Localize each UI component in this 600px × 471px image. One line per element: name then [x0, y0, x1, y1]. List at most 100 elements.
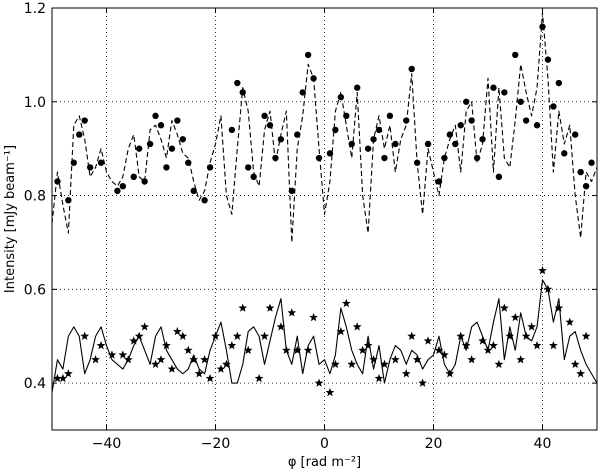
circle-marker — [441, 154, 448, 162]
star-marker — [281, 345, 291, 355]
circle-marker — [370, 136, 377, 143]
circle-marker — [452, 140, 459, 148]
star-marker — [134, 331, 144, 340]
star-marker — [194, 369, 204, 378]
circle-marker — [245, 164, 252, 171]
dashed-line-path — [52, 12, 597, 243]
circle-marker — [550, 103, 557, 110]
circle-marker — [490, 84, 497, 91]
star-marker — [118, 350, 128, 359]
circle-marker — [555, 79, 563, 87]
circle-marker — [408, 65, 415, 73]
star-marker — [260, 331, 269, 340]
circle-marker — [588, 159, 595, 166]
star-marker — [527, 322, 536, 331]
circle-marker — [561, 150, 568, 157]
star-marker — [521, 331, 531, 340]
circle-marker — [130, 173, 137, 180]
circle-marker — [157, 122, 165, 129]
circle-marker — [54, 178, 61, 185]
circle-marker — [206, 164, 214, 171]
x-tick-label: 20 — [425, 436, 443, 452]
circle-marker — [348, 140, 355, 148]
star-marker — [232, 331, 242, 340]
circle-marker — [272, 154, 279, 162]
star-marker — [156, 355, 166, 364]
star-marker — [434, 345, 444, 355]
circle-marker — [277, 136, 285, 143]
series-dashed-line — [52, 12, 597, 243]
x-tick-label: 0 — [320, 436, 329, 452]
circle-marker — [185, 159, 192, 166]
solid-line-path — [52, 279, 597, 393]
circle-marker — [310, 75, 317, 82]
circle-marker — [179, 136, 186, 143]
star-marker — [363, 341, 373, 350]
circle-marker — [424, 140, 432, 148]
circle-marker — [572, 131, 579, 138]
circle-marker — [468, 117, 475, 124]
star-marker — [331, 359, 340, 369]
star-marker — [265, 303, 275, 312]
star-marker — [570, 359, 580, 369]
circle-marker — [294, 131, 301, 138]
circle-marker — [70, 159, 78, 166]
circle-marker — [533, 122, 541, 129]
circle-marker — [114, 187, 121, 195]
series-layer — [52, 12, 597, 397]
series-solid-line — [52, 279, 597, 393]
circle-marker — [201, 197, 208, 204]
circle-marker — [517, 98, 524, 105]
circle-marker — [435, 178, 443, 185]
star-marker — [189, 355, 199, 364]
circle-marker — [228, 126, 236, 134]
star-marker — [483, 345, 493, 355]
star-marker — [374, 373, 384, 383]
circle-marker — [463, 98, 470, 105]
grid-lines — [52, 7, 597, 430]
star-marker — [423, 336, 433, 345]
star-marker — [129, 336, 139, 345]
circle-marker — [76, 131, 83, 138]
circle-marker — [544, 56, 552, 63]
star-marker — [352, 322, 362, 331]
circle-marker — [386, 112, 394, 120]
star-marker — [554, 303, 564, 312]
star-marker — [401, 369, 411, 378]
star-marker — [543, 284, 553, 294]
circle-marker — [522, 117, 530, 124]
circle-marker — [141, 178, 148, 185]
circle-marker — [392, 140, 399, 148]
star-marker — [287, 308, 297, 317]
circle-marker — [97, 159, 105, 166]
circle-marker — [250, 173, 257, 180]
circle-marker — [582, 182, 590, 190]
circle-marker — [152, 112, 159, 120]
circle-marker — [136, 145, 143, 152]
plot-frame — [51, 7, 598, 431]
star-marker — [532, 341, 542, 350]
circle-marker — [174, 117, 181, 124]
star-marker — [292, 345, 302, 355]
circle-marker — [266, 122, 274, 129]
star-marker — [123, 355, 133, 364]
star-marker — [505, 331, 515, 340]
star-marker — [200, 355, 209, 364]
star-marker — [549, 341, 558, 350]
circle-marker — [168, 145, 176, 152]
series-markers-star — [53, 265, 591, 397]
circle-marker — [375, 126, 383, 134]
star-marker — [167, 364, 177, 373]
star-marker — [516, 355, 526, 364]
star-marker — [341, 298, 351, 308]
star-marker — [151, 359, 160, 369]
star-marker — [303, 345, 313, 355]
circle-marker — [239, 89, 246, 96]
circle-marker — [190, 187, 197, 195]
axis-ticks: −40 −20 0 20 40 0.4 0.6 0.8 1.0 1.2 — [24, 1, 597, 452]
star-marker — [581, 331, 591, 340]
star-marker — [222, 359, 231, 369]
circle-marker — [413, 159, 421, 166]
star-marker — [96, 341, 106, 350]
star-marker — [510, 312, 520, 322]
